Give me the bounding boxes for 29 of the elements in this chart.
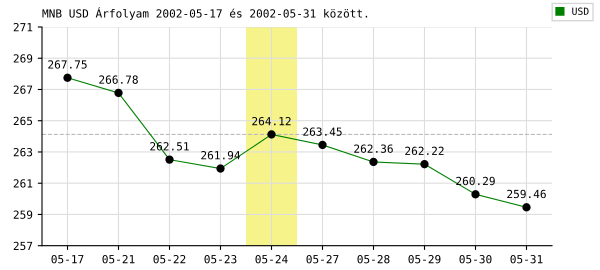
data-label: 263.45	[303, 127, 342, 136]
x-tick-label: 05-23	[204, 254, 236, 264]
y-tick-label: 259	[14, 210, 32, 219]
y-tick-label: 257	[14, 242, 32, 250]
x-tick-label: 05-22	[154, 254, 186, 264]
x-tick-label: 05-24	[256, 254, 288, 264]
y-tick-label: 271	[14, 23, 32, 32]
x-tick-label: 05-31	[510, 254, 542, 264]
legend-label: USD	[572, 8, 589, 15]
x-tick-label: 05-29	[408, 254, 440, 264]
data-label: 260.29	[456, 176, 495, 186]
data-label: 261.94	[201, 151, 240, 160]
data-label: 264.12	[252, 116, 291, 126]
data-label: 266.78	[99, 75, 138, 84]
data-label: 262.36	[354, 144, 393, 153]
y-tick-label: 263	[14, 148, 32, 156]
x-tick-label: 05-21	[102, 254, 134, 264]
y-tick-label: 265	[14, 116, 32, 126]
y-tick-label: 267	[14, 85, 32, 94]
chart-title: MNB USD Árfolyam 2002-05-17 és 2002-05-31 között.	[42, 7, 368, 20]
data-label: 259.46	[507, 190, 546, 198]
x-tick-label: 05-27	[306, 254, 338, 264]
y-tick-label: 261	[14, 179, 32, 188]
x-tick-label: 05-30	[460, 254, 492, 264]
y-tick-label: 269	[14, 54, 32, 63]
x-tick-label: 05-28	[358, 254, 390, 264]
x-tick-label: 05-17	[52, 254, 84, 264]
data-label: 262.22	[405, 146, 444, 156]
data-label: 267.75	[48, 60, 87, 69]
